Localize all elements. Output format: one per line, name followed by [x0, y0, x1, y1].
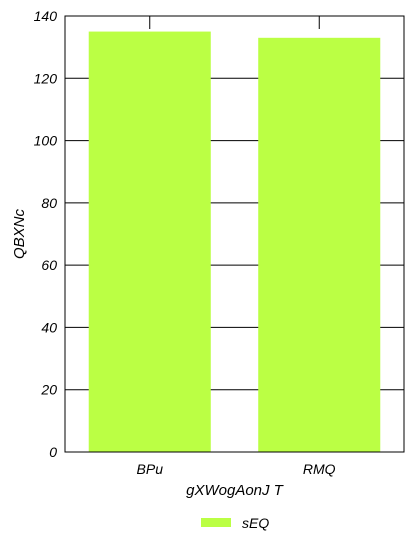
y-tick-label: 20 [40, 382, 57, 398]
y-axis-title: QBXNc [11, 208, 28, 259]
x-axis-ticks: BPu RMQ [137, 16, 336, 477]
x-tick-label: BPu [137, 461, 164, 477]
legend-swatch [201, 518, 231, 527]
legend: sEQ [201, 515, 269, 531]
bar-bpu [88, 31, 211, 452]
legend-label: sEQ [242, 515, 269, 531]
plot-frame [64, 15, 405, 453]
x-axis-title: gXWogAonJ T [186, 482, 285, 499]
x-tick-label: RMQ [303, 461, 336, 477]
y-tick-label: 140 [34, 8, 58, 24]
bar-rmq [258, 37, 381, 453]
y-axis-ticks: 0 20 40 60 80 100 120 140 [34, 8, 58, 460]
bars [88, 31, 381, 453]
y-tick-label: 80 [41, 195, 57, 211]
y-tick-label: 0 [49, 444, 57, 460]
y-tick-label: 60 [41, 257, 57, 273]
y-tick-label: 100 [34, 133, 58, 149]
y-tick-label: 120 [34, 70, 58, 86]
y-tick-label: 40 [41, 319, 57, 335]
